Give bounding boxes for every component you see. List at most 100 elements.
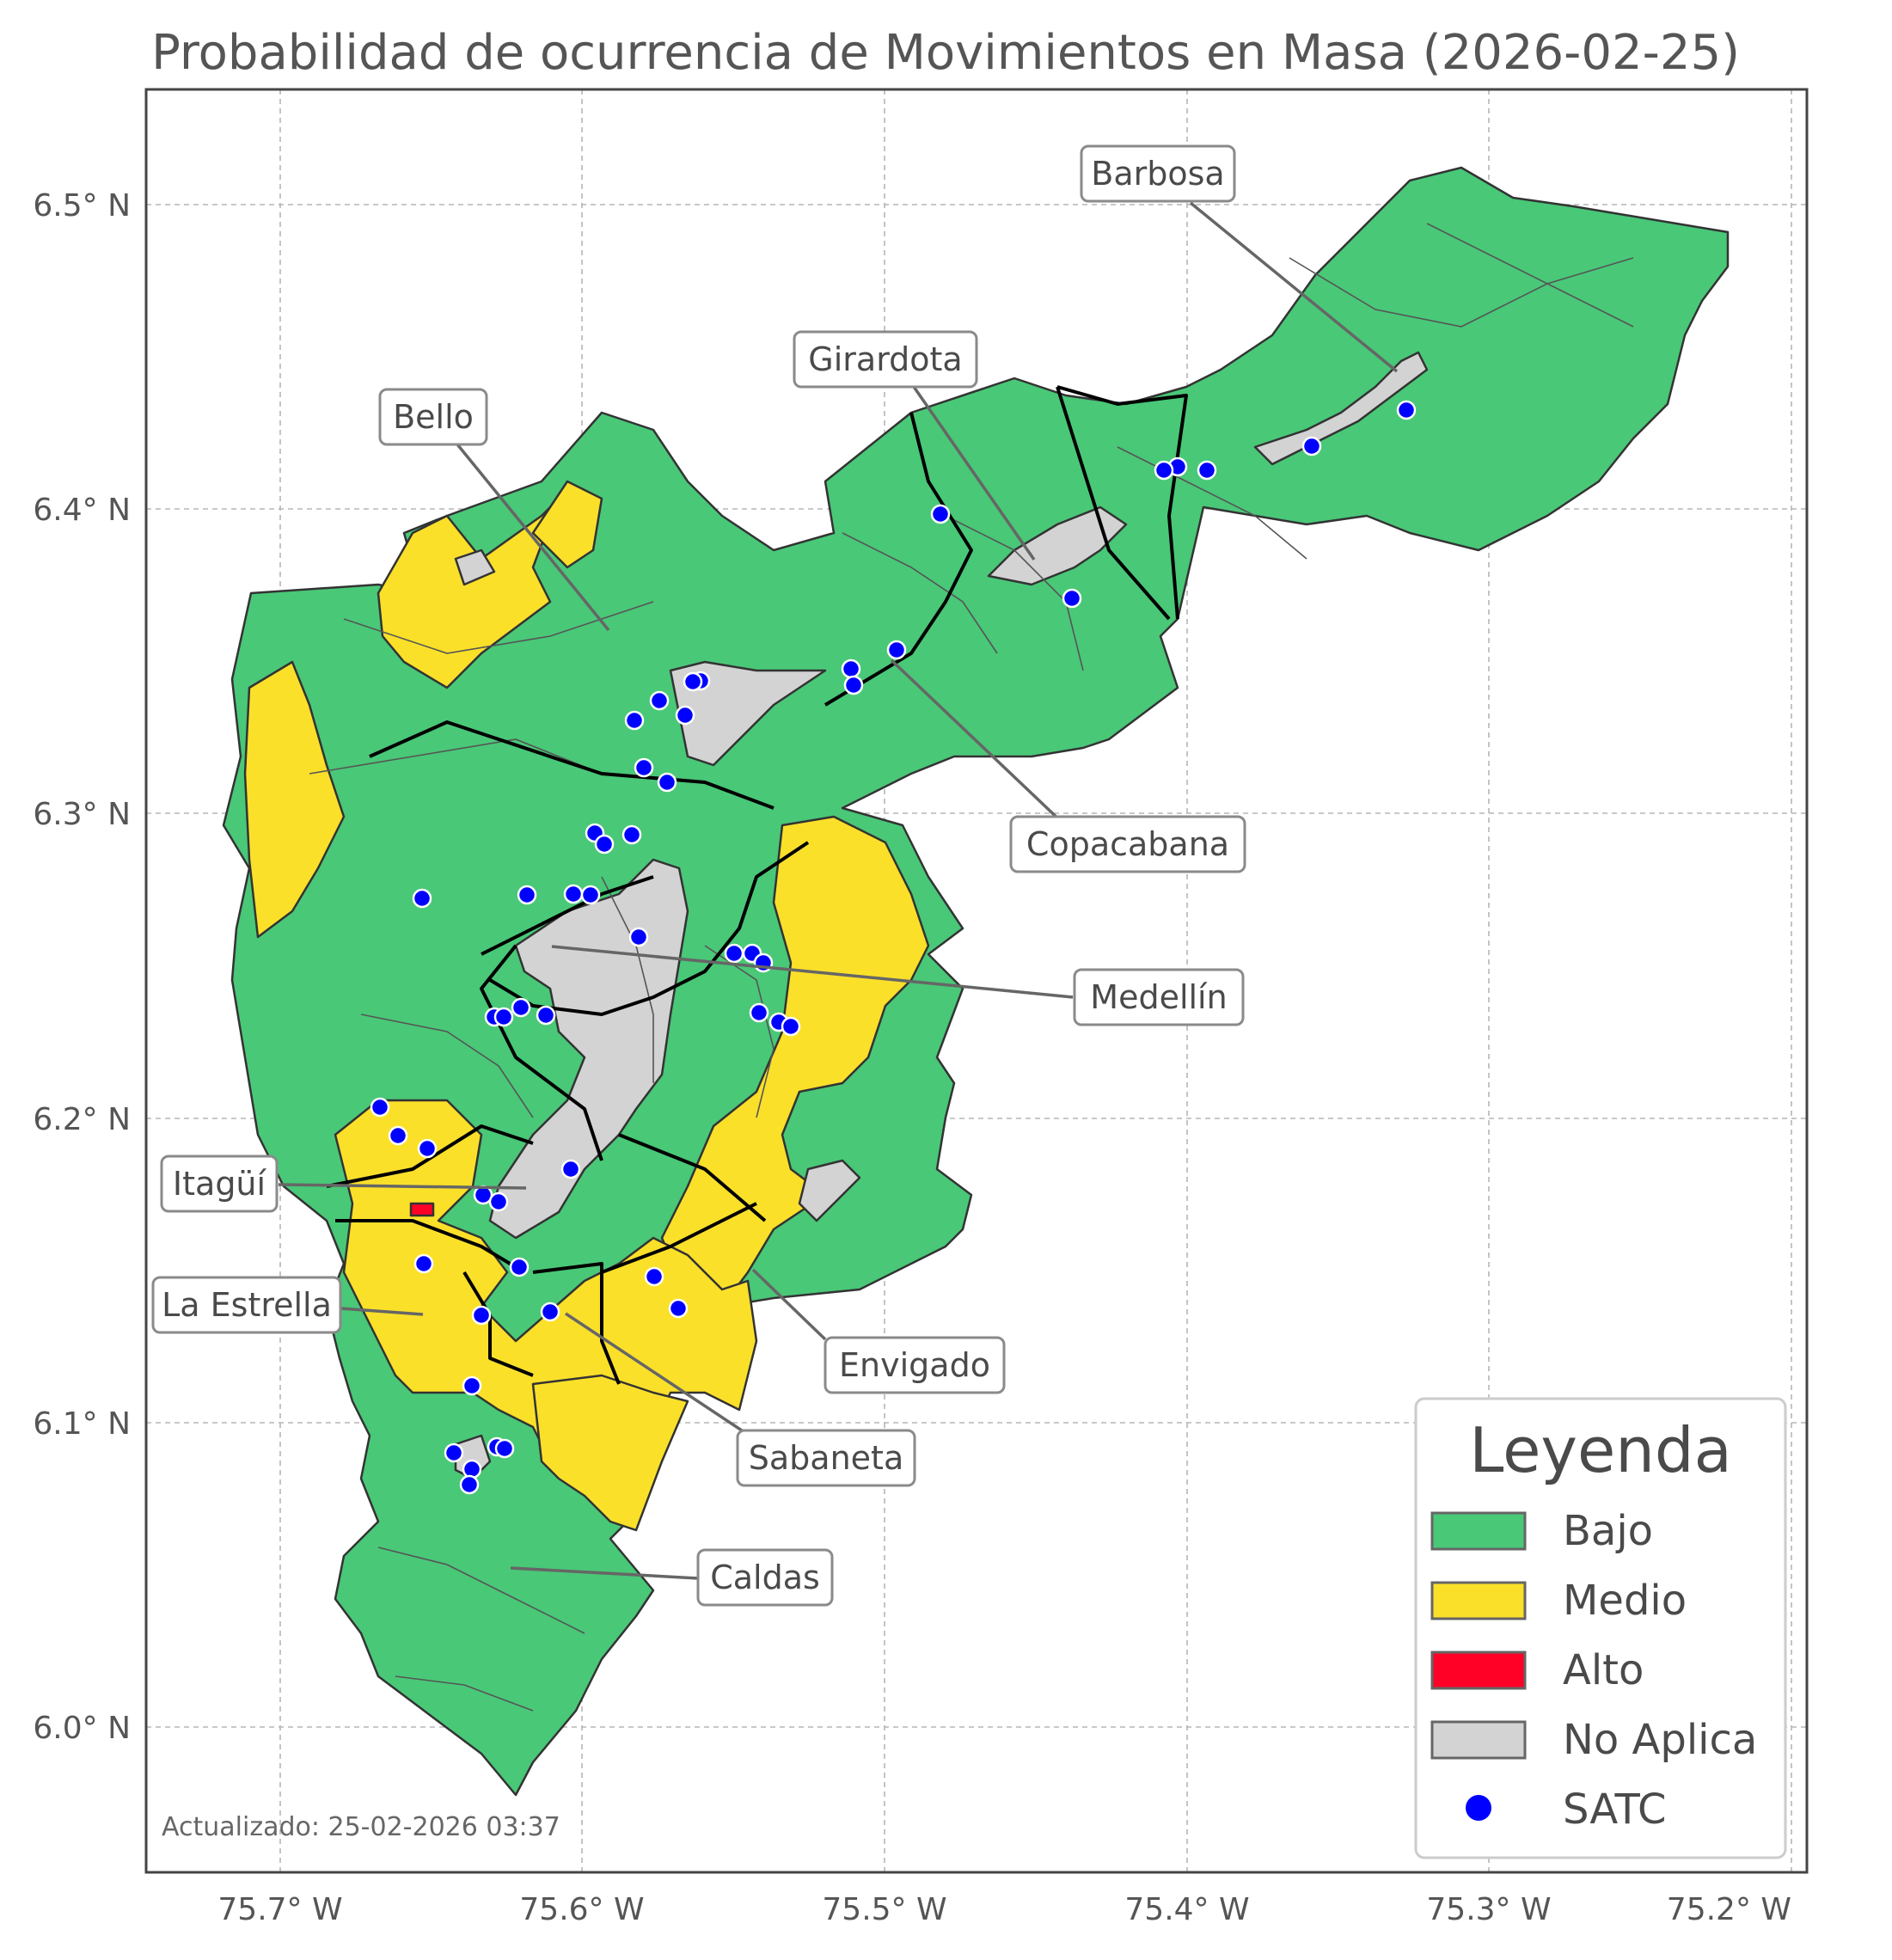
legend-label-no-aplica: No Aplica [1563,1716,1757,1764]
satc-station [675,705,695,726]
satc-station [781,1016,801,1037]
callout-girardota: Girardota [793,330,978,389]
satc-station [930,504,951,524]
satc-station [843,675,864,695]
callout-itagui: Itagüí [160,1155,279,1213]
satc-station [536,1005,556,1026]
satc-station [444,1442,464,1463]
zone-alto [409,1202,435,1217]
satc-station [624,710,645,731]
svg-text:Medellín: Medellín [1090,978,1227,1016]
satc-station [1301,436,1322,456]
svg-text:75.4° W: 75.4° W [1124,1892,1249,1927]
satc-station [1062,588,1082,609]
callout-caldas: Caldas [696,1548,834,1607]
legend-title: Leyenda [1469,1414,1732,1486]
legend-swatch-alto [1430,1651,1527,1690]
zone-no-aplica-barbosa [1253,351,1429,466]
satc-station [494,1438,515,1459]
satc-station [1154,460,1174,481]
zone-medio-w [243,660,346,939]
zone-no-aplica-bello-nw [454,548,496,586]
satc-station [668,1298,689,1319]
svg-text:La Estrella: La Estrella [162,1286,332,1324]
zone-medio-caldas [531,1374,689,1532]
callout-la-estrella: La Estrella [151,1276,342,1334]
satc-station [417,1138,438,1159]
satc-station [462,1375,482,1396]
satc-stations [370,400,1417,1495]
satc-station [1396,400,1417,420]
svg-text:6.4° N: 6.4° N [33,493,131,528]
satc-station [370,1097,390,1118]
callout-envigado: Envigado [824,1336,1006,1394]
satc-station [459,1474,480,1495]
x-axis-ticks: 75.7° W 75.6° W 75.5° W 75.4° W 75.3° W … [217,1892,1791,1927]
satc-station [841,658,861,679]
legend: Leyenda Bajo Medio Alto No Aplica SATC [1414,1397,1787,1859]
svg-text:Bello: Bello [393,398,474,436]
legend-swatch-bajo [1430,1511,1527,1551]
legend-label-alto: Alto [1563,1646,1644,1694]
svg-text:6.0° N: 6.0° N [33,1711,131,1746]
satc-station [886,640,907,660]
svg-text:Barbosa: Barbosa [1091,155,1224,193]
satc-station [388,1125,408,1146]
satc-station [493,1007,514,1027]
svg-text:6.5° N: 6.5° N [33,188,131,224]
callout-bello: Bello [378,388,488,446]
callout-copacabana: Copacabana [1009,815,1246,873]
legend-swatch-no-aplica [1430,1720,1527,1760]
satc-station [540,1302,560,1322]
callout-medellin: Medellín [1073,968,1245,1026]
satc-station [488,1191,509,1212]
update-timestamp: Actualizado: 25-02-2026 03:37 [162,1812,560,1842]
plot-frame [144,88,1809,1874]
satc-station [462,1459,482,1479]
satc-station [594,834,615,854]
satc-station [628,927,649,947]
svg-text:75.6° W: 75.6° W [519,1892,644,1927]
svg-text:75.3° W: 75.3° W [1426,1892,1551,1927]
satc-station [413,1253,434,1274]
satc-station [644,1266,664,1287]
satc-station [1197,460,1217,481]
legend-label-bajo: Bajo [1563,1507,1653,1555]
zone-no-aplica-bello [669,660,827,767]
satc-station [749,1002,769,1023]
svg-text:Sabaneta: Sabaneta [749,1439,903,1477]
zone-medio-bello-n [531,480,603,569]
svg-text:75.2° W: 75.2° W [1667,1892,1791,1927]
legend-swatch-satc [1466,1795,1491,1821]
svg-text:75.7° W: 75.7° W [217,1892,342,1927]
satc-station [511,997,531,1018]
satc-station [580,885,601,905]
satc-station [412,888,432,909]
svg-text:6.3° N: 6.3° N [33,797,131,832]
satc-station [634,757,654,778]
svg-text:Envigado: Envigado [839,1346,990,1384]
callout-arrows [278,201,1399,1580]
municipality-borders [326,385,1188,1385]
zone-medio-nw [377,497,560,689]
satc-station [683,671,703,692]
svg-text:75.5° W: 75.5° W [822,1892,946,1927]
callout-sabaneta: Sabaneta [736,1429,916,1487]
satc-station [563,884,584,904]
map-title: Probabilidad de ocurrencia de Movimiento… [151,25,1740,81]
legend-label-medio: Medio [1563,1577,1687,1625]
svg-text:Copacabana: Copacabana [1026,825,1229,863]
satc-station [657,772,677,793]
svg-text:Caldas: Caldas [710,1559,820,1596]
satc-station [560,1159,581,1179]
satc-station [649,690,670,711]
svg-text:6.2° N: 6.2° N [33,1102,131,1137]
zone-no-aplica-envigado [798,1159,861,1222]
satc-station [621,824,642,845]
svg-text:6.1° N: 6.1° N [33,1406,131,1442]
satc-station [509,1257,530,1277]
callout-barbosa: Barbosa [1080,144,1236,203]
svg-text:Itagüí: Itagüí [173,1165,267,1203]
risk-zones [222,166,1730,1797]
